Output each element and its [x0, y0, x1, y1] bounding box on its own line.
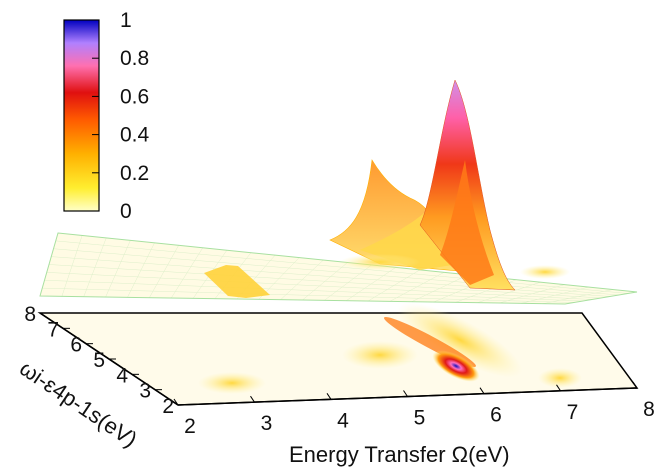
x-tick-mark: [479, 387, 485, 394]
wire-line: [477, 281, 541, 303]
x-tick-label: 8: [643, 398, 655, 421]
map-yellow-low: [198, 372, 266, 394]
wire-line: [171, 247, 203, 299]
x-tick-label: 3: [261, 412, 273, 435]
y-tick-label: 4: [116, 364, 128, 387]
wire-line: [149, 245, 179, 298]
colorbar-tick-label: 0.4: [120, 124, 150, 147]
wire-line: [42, 287, 575, 303]
x-tick-mark: [632, 381, 638, 389]
wire-line: [44, 280, 584, 302]
y-tickmarks: [40, 312, 185, 406]
x-tick-label: 5: [414, 407, 426, 430]
colorbar-tick-label: 1: [120, 9, 132, 32]
surface-wireframe: [42, 235, 629, 304]
x-tick-mark: [326, 393, 332, 400]
y-tick-label: 2: [162, 395, 174, 418]
wire-line: [127, 242, 155, 298]
x-tick-label: 7: [567, 401, 579, 424]
wire-line: [324, 264, 372, 301]
colorbar-tick-label: 0: [120, 200, 132, 223]
peak-front-fold: [440, 160, 494, 285]
wire-line: [83, 237, 107, 297]
wire-line: [51, 256, 611, 297]
colorbar-tick-label: 0.8: [120, 47, 149, 70]
y-tick-label: 3: [139, 380, 151, 403]
map-yellow-right: [538, 368, 582, 388]
surface-yellow-haze-right: [520, 265, 570, 279]
wire-line: [521, 286, 589, 304]
y-tick-label: 6: [70, 334, 82, 357]
wire-line: [53, 248, 620, 296]
wire-line: [48, 264, 602, 299]
map-yellow-ridge: [397, 302, 523, 378]
map-yellow-mid: [342, 341, 418, 369]
wire-line: [367, 269, 421, 302]
wire-line: [499, 284, 565, 304]
wire-line: [61, 235, 83, 297]
surface-yellow-haze: [340, 254, 420, 270]
x-tick-mark: [556, 384, 561, 392]
wire-line: [411, 274, 469, 302]
wire-line: [346, 267, 396, 301]
y-tick-label: 8: [24, 303, 36, 326]
colorbar-tick-label: 0.6: [120, 85, 149, 108]
wire-line: [46, 272, 593, 300]
projection-map: [37, 302, 639, 406]
x-tick-label: 2: [184, 415, 196, 438]
y-tick-label: 7: [47, 318, 59, 341]
wire-line: [280, 259, 324, 300]
wire-line: [55, 240, 629, 294]
x-tick-mark: [403, 390, 408, 397]
wire-line: [105, 240, 131, 298]
x-tick-labels: 2 3 4 5 6 7 8: [184, 398, 655, 438]
x-axis-title: Energy Transfer Ω(eV): [289, 442, 510, 467]
surface-3d: [39, 79, 638, 305]
wire-line: [543, 289, 613, 304]
y-tick-label: 5: [93, 349, 105, 372]
x-tick-mark: [173, 398, 179, 406]
x-tickmarks: [173, 381, 638, 406]
colorbar-ticks: 1 0.8 0.6 0.4 0.2 0: [92, 9, 150, 223]
x-tick-label: 4: [337, 409, 349, 432]
colorbar-gradient: [63, 19, 100, 212]
low-energy-bump: [204, 265, 270, 298]
wire-line: [389, 272, 445, 302]
x-tick-label: 6: [490, 404, 502, 427]
x-tick-mark: [250, 395, 255, 403]
map-hotspot: [432, 350, 480, 382]
colorbar-tick-label: 0.2: [120, 162, 149, 185]
colorbar: 1 0.8 0.6 0.4 0.2 0: [63, 9, 150, 223]
wire-line: [302, 262, 348, 301]
